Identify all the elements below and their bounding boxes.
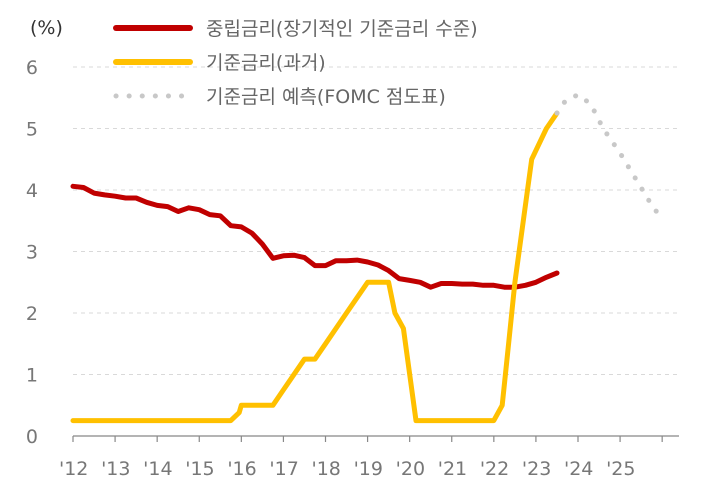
y-axis-tick-labels: 0 1 2 3 4 5 6: [26, 57, 38, 448]
x-tick-label: '14: [143, 458, 172, 480]
y-tick-label: 3: [26, 242, 38, 264]
series-line: [70, 183, 560, 290]
y-axis-unit-label: (%): [30, 17, 63, 39]
series-line: [70, 110, 560, 424]
x-tick-label: '16: [227, 458, 256, 480]
y-tick-label: 1: [26, 365, 38, 387]
y-tick-label: 0: [26, 426, 38, 448]
x-tick-label: '12: [59, 458, 88, 480]
x-tick-label: '20: [396, 458, 425, 480]
series-lines: [70, 92, 665, 424]
x-tick-label: '23: [522, 458, 551, 480]
y-tick-label: 6: [26, 57, 38, 79]
x-tick-label: '19: [354, 458, 383, 480]
x-tick-label: '24: [564, 458, 593, 480]
legend-label: 중립금리(장기적인 기준금리 수준): [206, 18, 478, 40]
gridlines: [73, 66, 679, 375]
x-tick-label: '22: [480, 458, 509, 480]
x-tick-label: '25: [606, 458, 635, 480]
series-line: [554, 92, 665, 221]
x-tick-label: '18: [312, 458, 341, 480]
x-tick-label: '13: [101, 458, 130, 480]
y-tick-label: 4: [26, 180, 38, 202]
x-axis: '12 '13 '14 '15 '16 '17 '18 '19 '20 '21 '22 '23 '24 '…: [59, 435, 679, 480]
legend-label: 기준금리 예측(FOMC 점도표): [206, 86, 446, 108]
y-tick-label: 2: [26, 303, 38, 325]
x-tick-label: '17: [269, 458, 298, 480]
legend-label: 기준금리(과거): [206, 52, 326, 74]
y-tick-label: 5: [26, 119, 38, 141]
legend: 중립금리(장기적인 기준금리 수준) 기준금리(과거) 기준금리 예측(FOMC 점…: [113, 18, 478, 108]
x-tick-label: '21: [438, 458, 467, 480]
x-tick-label: '15: [185, 458, 214, 480]
